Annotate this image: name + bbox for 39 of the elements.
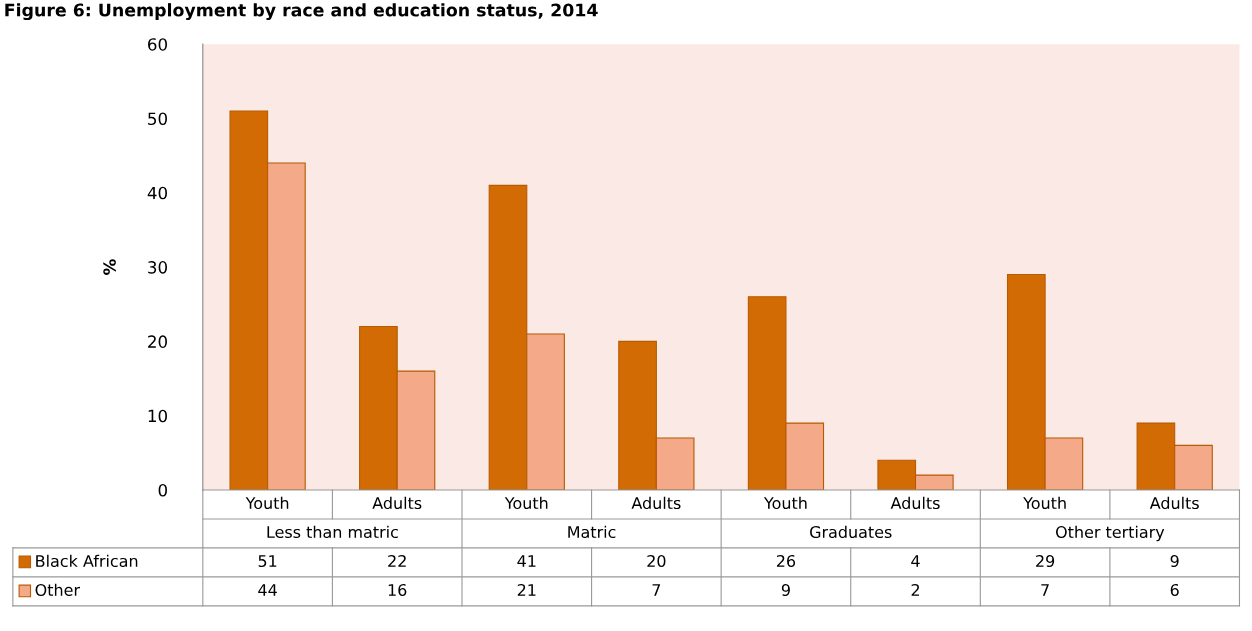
data-label: 6 xyxy=(1170,583,1179,597)
x-tick-label: Youth xyxy=(245,496,289,510)
legend-label: Black African xyxy=(36,554,138,568)
data-label: 41 xyxy=(517,555,536,567)
y-tick-label: 50 xyxy=(148,112,167,126)
data-label: 9 xyxy=(781,583,790,597)
data-label: 16 xyxy=(388,583,407,597)
x-tick-label: Adults xyxy=(1149,496,1199,510)
text: Graduates xyxy=(810,525,892,539)
y-tick-label: 40 xyxy=(147,186,167,200)
data-label: 9 xyxy=(1170,554,1179,568)
x-tick-label: Youth xyxy=(763,496,807,510)
data-label: 20 xyxy=(647,554,666,568)
text: Less than matric xyxy=(267,525,398,539)
data-label: 7 xyxy=(1041,584,1049,596)
y-tick-label: 30 xyxy=(148,261,167,274)
data-label: 7 xyxy=(652,584,661,596)
data-label: 4 xyxy=(911,555,920,567)
x-tick-label: Youth xyxy=(1023,496,1066,510)
text: Other tertiary xyxy=(1056,525,1165,542)
legend-label: Other xyxy=(35,583,81,597)
y-tick-label: 20 xyxy=(148,335,167,348)
y-tick-label: 0 xyxy=(158,483,167,497)
x-tick-label: Youth xyxy=(504,496,548,510)
x-tick-label: Adults xyxy=(372,496,422,510)
x-tick-label: Adults xyxy=(631,496,681,510)
chart-title: Figure 6: Unemployment by race and education status, 2014 xyxy=(5,3,598,21)
data-label: 2 xyxy=(911,583,920,596)
y-axis-title: % xyxy=(103,259,116,275)
x-tick-label: Adults xyxy=(890,496,940,510)
y-tick-label: 10 xyxy=(148,409,167,423)
data-label: 26 xyxy=(776,554,796,568)
y-tick-label: 60 xyxy=(148,38,167,51)
data-label: 44 xyxy=(258,584,277,596)
data-label: 22 xyxy=(388,554,406,567)
data-label: 21 xyxy=(517,583,536,596)
data-label: 29 xyxy=(1036,554,1055,568)
text: Matric xyxy=(568,525,616,539)
data-label: 51 xyxy=(258,555,277,568)
